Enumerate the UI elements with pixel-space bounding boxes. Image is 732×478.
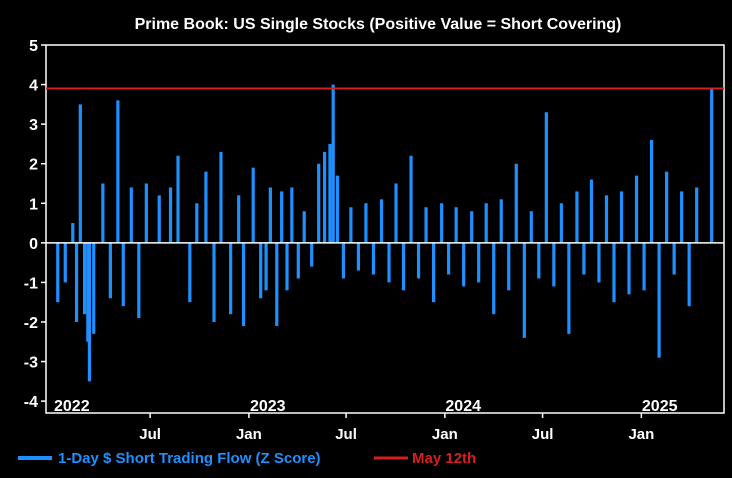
x-tick-label-3: Jan [432,426,458,443]
x-tick-label-5: Jan [628,426,654,443]
legend-label-may-12: May 12th [412,450,476,467]
y-tick-label-2: 3 [29,117,38,134]
y-tick-label-7: -2 [24,315,38,332]
y-tick-label-3: 2 [29,157,38,174]
x-tick-label-1: Jan [236,426,262,443]
y-tick-label-1: 4 [29,78,38,95]
year-label-2022: 2022 [54,398,90,415]
year-label-2023: 2023 [250,398,286,415]
y-tick-label-5: 0 [29,236,38,253]
year-label-2025: 2025 [642,398,678,415]
year-label-2024: 2024 [445,398,481,415]
y-tick-label-4: 1 [29,196,38,213]
legend-label-flow: 1-Day $ Short Trading Flow (Z Score) [58,450,321,467]
x-axis: Jul Jan Jul Jan Jul Jan [139,413,654,443]
chart-title: Prime Book: US Single Stocks (Positive V… [135,16,622,33]
y-tick-label-9: -4 [24,394,38,411]
x-tick-label-2: Jul [335,426,357,443]
x-tick-label-0: Jul [139,426,161,443]
y-axis: 5 4 3 2 1 0 -1 -2 -3 -4 [24,38,46,411]
legend: 1-Day $ Short Trading Flow (Z Score) May… [18,450,476,467]
y-tick-label-0: 5 [29,38,38,55]
bar-series [46,84,724,382]
x-tick-label-4: Jul [532,426,554,443]
y-tick-label-6: -1 [24,275,38,292]
y-tick-label-8: -3 [24,355,38,372]
year-labels: 2022 2023 2024 2025 [54,398,678,415]
